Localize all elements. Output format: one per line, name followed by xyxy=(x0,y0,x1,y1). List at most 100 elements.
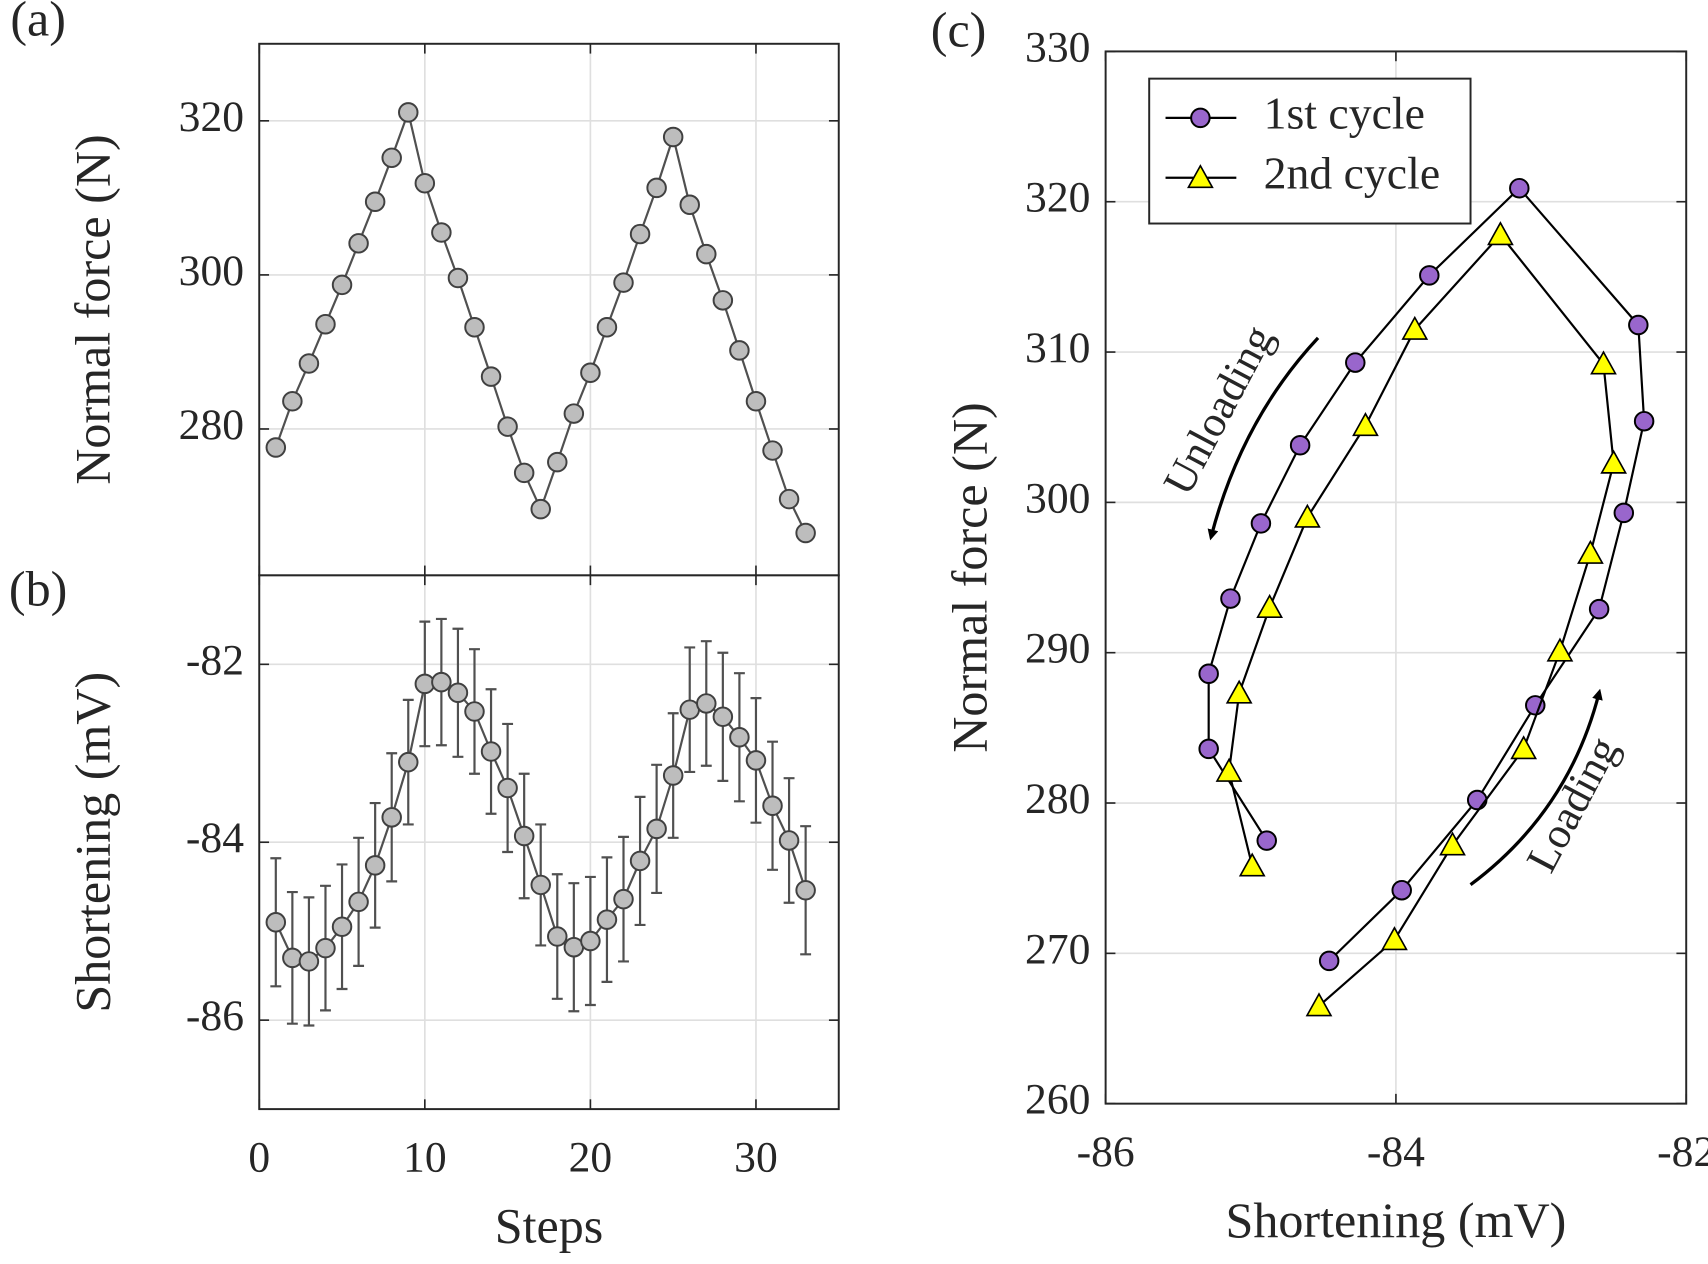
y-axis-label: Normal force (N) xyxy=(65,134,121,485)
data-point xyxy=(662,126,684,148)
data-point xyxy=(1487,221,1514,246)
y-tick-label: 320 xyxy=(1025,174,1090,222)
data-point xyxy=(315,313,336,335)
y-tick-label: 320 xyxy=(179,93,244,141)
data-point xyxy=(1294,503,1321,528)
data-point xyxy=(1250,513,1272,534)
data-point xyxy=(1509,177,1530,199)
axes-box xyxy=(1104,50,1688,1105)
axes-box xyxy=(258,574,840,1111)
data-point xyxy=(795,880,816,901)
y-tick-label: 300 xyxy=(179,247,244,295)
data-point xyxy=(331,916,353,937)
data-point xyxy=(1352,412,1379,437)
data-point xyxy=(1381,926,1408,951)
data-point xyxy=(364,191,386,212)
legend-marker xyxy=(1190,107,1211,129)
data-point xyxy=(447,267,469,289)
data-point xyxy=(1546,637,1574,662)
data-point xyxy=(1238,852,1266,877)
data-point xyxy=(1613,502,1635,524)
data-point xyxy=(464,317,485,338)
data-point xyxy=(580,362,601,383)
plot-area xyxy=(259,43,839,576)
y-axis-label: Shortening (mV) xyxy=(65,672,121,1013)
data-point xyxy=(282,391,303,412)
data-point xyxy=(265,437,287,458)
data-point xyxy=(282,947,303,969)
annotation-arrow xyxy=(1207,336,1320,541)
data-point xyxy=(795,522,816,544)
data-point xyxy=(1419,265,1440,286)
data-point xyxy=(1256,830,1277,851)
data-point xyxy=(398,102,419,123)
y-tick-label: 330 xyxy=(1025,23,1090,71)
data-point xyxy=(629,850,651,872)
data-point xyxy=(480,741,502,762)
data-point xyxy=(696,243,717,265)
x-tick-label: 10 xyxy=(403,1133,447,1181)
data-point xyxy=(547,926,568,947)
data-point xyxy=(1345,352,1366,373)
panel-label: (b) xyxy=(9,560,67,616)
y-tick-label: -82 xyxy=(186,636,244,684)
data-point xyxy=(762,440,783,461)
data-point xyxy=(1215,757,1243,782)
legend-marker xyxy=(1187,164,1214,189)
data-point xyxy=(1510,735,1538,760)
x-tick-label: 20 xyxy=(569,1133,613,1181)
data-point xyxy=(778,830,800,851)
data-point xyxy=(745,391,767,412)
data-point xyxy=(696,693,717,714)
data-point xyxy=(712,706,734,728)
data-point xyxy=(464,701,485,722)
data-point xyxy=(1289,435,1311,456)
x-tick-label: -86 xyxy=(1077,1128,1135,1176)
data-point xyxy=(778,488,800,510)
data-point xyxy=(646,177,667,199)
y-tick-label: -86 xyxy=(186,992,244,1040)
data-point xyxy=(547,451,568,473)
y-tick-label: 260 xyxy=(1025,1076,1090,1124)
data-point xyxy=(431,222,452,243)
data-point xyxy=(315,937,336,959)
data-point xyxy=(729,727,750,748)
data-point xyxy=(1439,831,1466,856)
data-point xyxy=(513,825,535,847)
x-tick-label: 30 xyxy=(734,1133,778,1181)
y-tick-label: 280 xyxy=(179,401,244,449)
data-point xyxy=(613,272,634,293)
data-point xyxy=(298,951,320,972)
y-tick-label: 280 xyxy=(1025,775,1090,823)
series-line xyxy=(1227,233,1615,1007)
data-point xyxy=(497,777,518,799)
data-point xyxy=(1466,789,1488,811)
data-point xyxy=(1256,593,1284,619)
data-point xyxy=(762,795,783,816)
y-tick-label: 290 xyxy=(1025,625,1090,673)
data-point xyxy=(596,909,618,930)
data-point xyxy=(414,172,436,194)
data-point xyxy=(745,750,767,771)
x-axis-label: Steps xyxy=(495,1198,604,1254)
data-point xyxy=(1225,679,1253,704)
data-point xyxy=(580,930,601,952)
data-point xyxy=(1590,350,1617,375)
y-tick-label: 270 xyxy=(1025,925,1090,973)
data-point xyxy=(331,274,353,296)
data-point xyxy=(1220,588,1241,609)
data-point xyxy=(431,671,452,693)
data-point xyxy=(398,751,419,773)
legend-label: 1st cycle xyxy=(1264,87,1425,138)
data-point xyxy=(480,366,502,387)
y-tick-label: 310 xyxy=(1025,324,1090,372)
data-point xyxy=(298,353,320,374)
data-point xyxy=(348,891,369,913)
data-point xyxy=(662,765,684,786)
data-point xyxy=(1318,950,1340,972)
y-tick-label: -84 xyxy=(186,814,244,862)
data-point xyxy=(1305,992,1333,1017)
data-point xyxy=(1401,315,1429,340)
